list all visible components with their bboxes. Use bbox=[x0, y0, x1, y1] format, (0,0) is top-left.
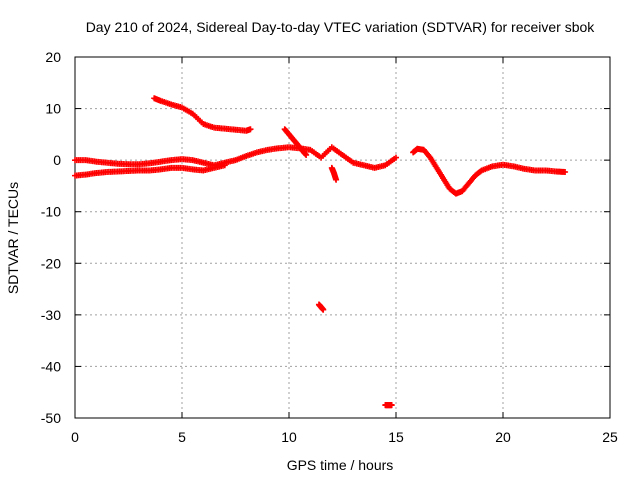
y-tick-label: -10 bbox=[41, 204, 61, 220]
y-tick-label: -20 bbox=[41, 255, 61, 271]
y-tick-label: -30 bbox=[41, 307, 61, 323]
series-late-arc bbox=[410, 145, 569, 197]
data-point bbox=[388, 402, 395, 409]
series-high-arc bbox=[151, 95, 254, 134]
data-point bbox=[221, 162, 228, 169]
data-point bbox=[393, 154, 399, 161]
x-tick-label: 10 bbox=[281, 429, 297, 445]
y-tick-label: -40 bbox=[41, 358, 61, 374]
series-spike-10 bbox=[281, 126, 310, 158]
data-point bbox=[320, 306, 327, 313]
grid-lines bbox=[75, 57, 610, 418]
series-dip-12 bbox=[328, 164, 340, 183]
series-outlier-11.5 bbox=[315, 301, 327, 313]
x-axis-label: GPS time / hours bbox=[287, 457, 394, 473]
y-tick-label: 0 bbox=[53, 152, 61, 168]
y-tick-label: -50 bbox=[41, 410, 61, 426]
y-axis-label: SDTVAR / TECUs bbox=[5, 182, 21, 294]
x-tick-label: 0 bbox=[71, 429, 79, 445]
plot-frame bbox=[74, 56, 611, 419]
data-point bbox=[247, 126, 254, 133]
x-tick-label: 15 bbox=[388, 429, 404, 445]
chart-title: Day 210 of 2024, Sidereal Day-to-day VTE… bbox=[86, 19, 596, 35]
data-point bbox=[333, 176, 340, 183]
x-tick-label: 5 bbox=[178, 429, 186, 445]
y-tick-label: 20 bbox=[45, 49, 61, 65]
series-low-band bbox=[72, 162, 228, 179]
y-tick-label: 10 bbox=[45, 101, 61, 117]
data-points bbox=[72, 95, 569, 409]
x-tick-label: 20 bbox=[495, 429, 511, 445]
data-point bbox=[562, 169, 569, 176]
data-point bbox=[303, 151, 310, 158]
series-main-arc bbox=[72, 144, 399, 171]
x-tick-label: 25 bbox=[602, 429, 618, 445]
series-outlier-14.7 bbox=[382, 402, 395, 409]
